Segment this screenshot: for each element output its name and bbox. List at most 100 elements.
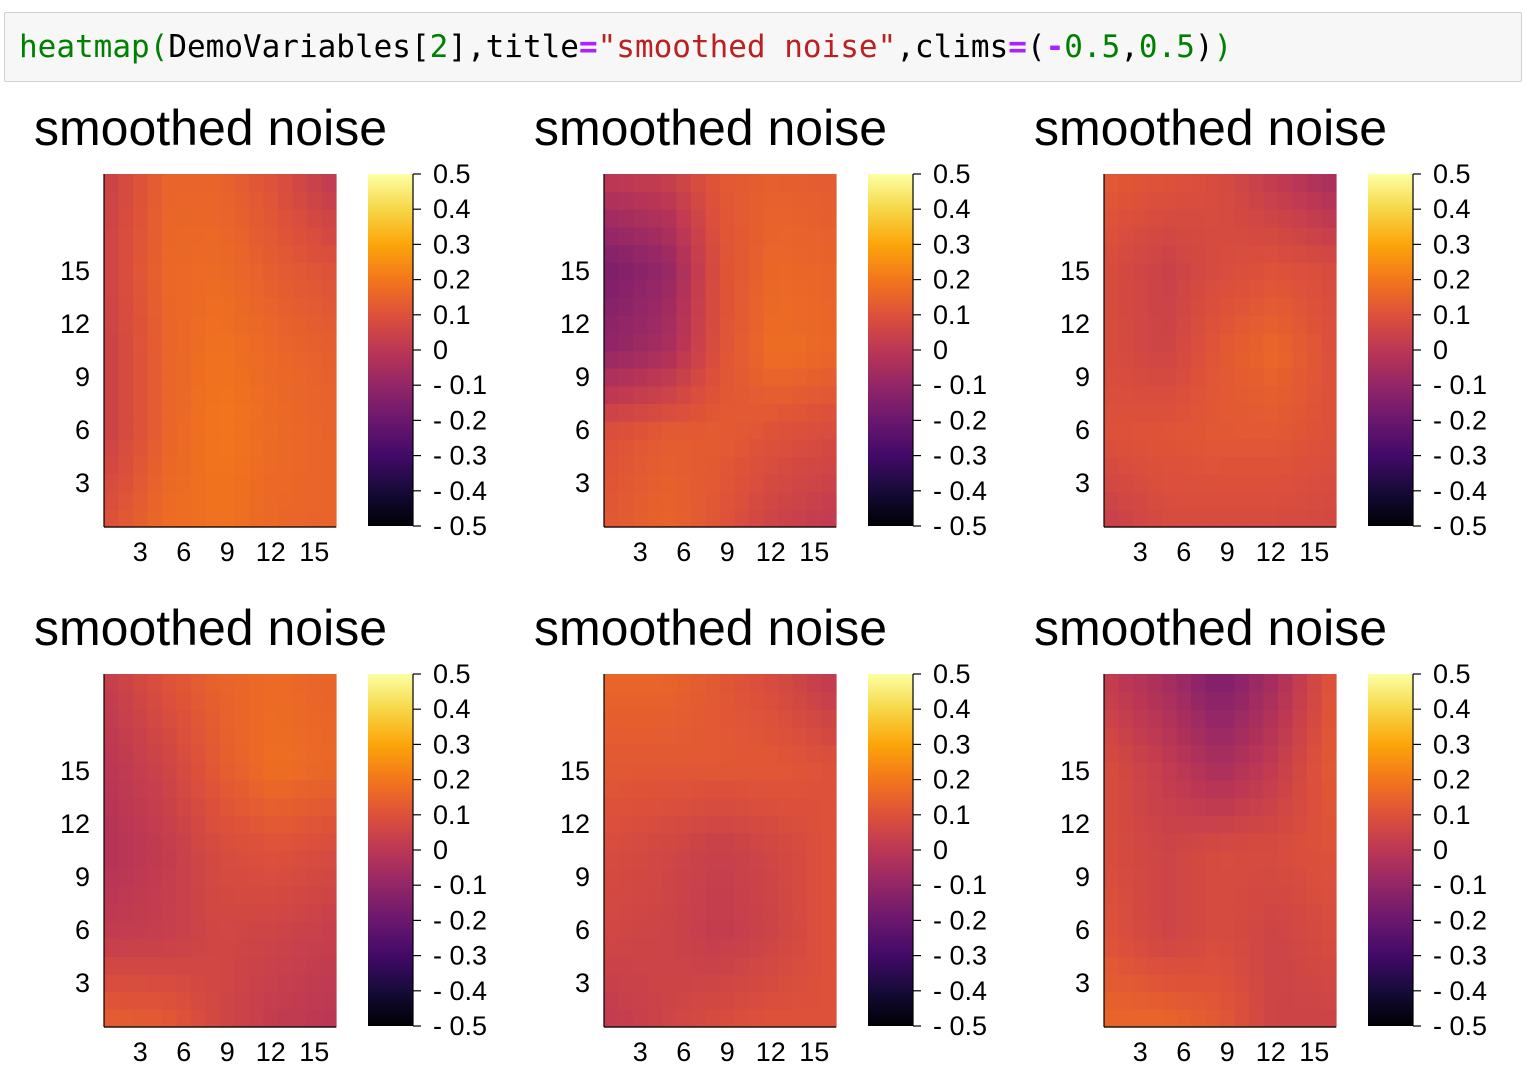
- heatmap-cell: [662, 956, 678, 975]
- heatmap-cell: [249, 903, 265, 922]
- colorbar-tick-label: - 0.1: [1433, 870, 1487, 900]
- heatmap-cell: [1292, 762, 1308, 781]
- heatmap-cell: [1234, 456, 1250, 475]
- heatmap-cell: [292, 509, 308, 528]
- heatmap-cell: [1307, 350, 1323, 369]
- heatmap-cell: [691, 438, 707, 457]
- heatmap-cell: [633, 815, 649, 834]
- heatmap-cell: [220, 779, 236, 799]
- heatmap-cell: [633, 474, 649, 493]
- heatmap-cell: [1118, 744, 1134, 763]
- heatmap-cell: [1278, 903, 1294, 922]
- heatmap-cell: [1147, 421, 1163, 440]
- heatmap-cell: [1292, 509, 1308, 528]
- heatmap-cell: [278, 297, 294, 316]
- colorbar-tick-label: 0.3: [933, 229, 971, 259]
- heatmap-cell: [763, 885, 779, 905]
- heatmap-cell: [662, 297, 678, 316]
- heatmap-cell: [220, 244, 236, 263]
- heatmap-cell: [792, 797, 808, 816]
- heatmap-cell: [1104, 1009, 1120, 1028]
- heatmap-cell: [234, 868, 250, 887]
- heatmap-cell: [1133, 921, 1149, 940]
- heatmap-cell: [720, 509, 736, 528]
- heatmap-cell: [1220, 1009, 1236, 1028]
- heatmap-cell: [1263, 244, 1279, 263]
- heatmap-cell: [734, 779, 750, 799]
- heatmap-cell: [792, 262, 808, 281]
- heatmap-cell: [220, 509, 236, 528]
- heatmap-cell: [234, 279, 250, 299]
- colorbar-tick-label: - 0.4: [1433, 976, 1487, 1006]
- heatmap-cell: [249, 421, 265, 440]
- heatmap-cell: [278, 797, 294, 816]
- heatmap-cell: [104, 209, 120, 228]
- heatmap-cell: [292, 262, 308, 281]
- heatmap-cell: [307, 244, 323, 263]
- heatmap-cell: [263, 174, 279, 193]
- heatmap-cell: [191, 691, 207, 710]
- heatmap-cell: [1234, 438, 1250, 457]
- heatmap-cell: [263, 938, 279, 957]
- heatmap-cell: [749, 315, 765, 334]
- heatmap-cell: [278, 868, 294, 887]
- heatmap-cell: [176, 421, 192, 440]
- y-tick-label: 9: [75, 362, 90, 392]
- heatmap-cell: [807, 903, 823, 922]
- heatmap-cell: [191, 991, 207, 1010]
- heatmap-cell: [118, 191, 134, 210]
- heatmap-cell: [705, 491, 721, 510]
- heatmap-cell: [676, 903, 692, 922]
- heatmap-cell: [1147, 279, 1163, 299]
- heatmap-cell: [1104, 868, 1120, 887]
- heatmap-cell: [234, 262, 250, 281]
- heatmap-cell: [249, 850, 265, 869]
- heatmap-cell: [778, 385, 794, 405]
- heatmap-cell: [1147, 674, 1163, 693]
- heatmap-cell: [147, 709, 163, 728]
- heatmap-cell: [1263, 938, 1279, 957]
- heatmap-cell: [662, 762, 678, 781]
- heatmap-cell: [633, 1009, 649, 1028]
- heatmap-cell: [104, 991, 120, 1010]
- heatmap-cell: [220, 438, 236, 457]
- heatmap-cell: [821, 209, 837, 228]
- heatmap-cell: [1278, 191, 1294, 210]
- heatmap-cell: [162, 385, 178, 405]
- heatmap-cell: [1307, 779, 1323, 799]
- heatmap-cell: [821, 315, 837, 334]
- code-cell[interactable]: heatmap(DemoVariables[2],title="smoothed…: [4, 12, 1522, 82]
- heatmap-cell: [220, 491, 236, 510]
- heatmap-cell: [662, 209, 678, 228]
- heatmap-cell: [133, 368, 149, 387]
- heatmap-cell: [749, 797, 765, 816]
- heatmap-cell: [1133, 868, 1149, 887]
- heatmap-cell: [307, 726, 323, 746]
- heatmap-cell: [234, 903, 250, 922]
- heatmap-cell: [1118, 191, 1134, 210]
- heatmap-cell: [321, 315, 337, 334]
- heatmap-cell: [691, 762, 707, 781]
- heatmap-cell: [618, 315, 634, 334]
- heatmap-cell: [1278, 509, 1294, 528]
- heatmap-cell: [307, 279, 323, 299]
- heatmap-cell: [821, 832, 837, 852]
- heatmap-cell: [104, 691, 120, 710]
- heatmap-cell: [618, 868, 634, 887]
- heatmap-cell: [1162, 674, 1178, 693]
- heatmap-cell: [720, 779, 736, 799]
- heatmap-cell: [162, 421, 178, 440]
- colorbar-tick-label: 0: [1433, 335, 1448, 365]
- colorbar-tick-label: - 0.2: [933, 405, 987, 435]
- heatmap-cell: [1234, 885, 1250, 905]
- heatmap-cell: [618, 244, 634, 263]
- heatmap-cell: [1249, 691, 1265, 710]
- heatmap-cell: [1220, 385, 1236, 405]
- heatmap-cell: [191, 779, 207, 799]
- heatmap-cell: [1292, 868, 1308, 887]
- heatmap-cell: [676, 974, 692, 993]
- heatmap-cell: [307, 921, 323, 940]
- heatmap-cell: [821, 403, 837, 422]
- heatmap-cell: [307, 297, 323, 316]
- heatmap-cell: [1133, 709, 1149, 728]
